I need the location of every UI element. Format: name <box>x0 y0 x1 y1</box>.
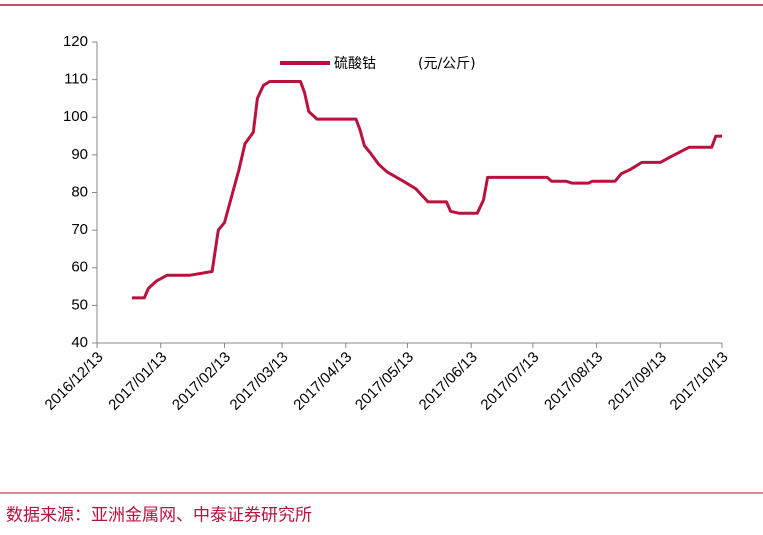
y-tick-label: 100 <box>63 108 88 125</box>
y-tick-label: 70 <box>71 221 88 238</box>
series-line <box>132 80 722 300</box>
x-tick-label: 2017/02/13 <box>169 349 234 414</box>
y-tick-label: 80 <box>71 183 88 200</box>
y-tick-label: 120 <box>63 33 88 50</box>
legend-label: 硫酸钴 <box>334 56 376 72</box>
x-tick-label: 2017/06/13 <box>416 349 481 414</box>
x-tick-label: 2017/03/13 <box>227 349 292 414</box>
source: 数据来源：亚洲金属网、中泰证券研究所 <box>6 506 312 526</box>
x-tick-label: 2017/08/13 <box>541 349 606 414</box>
y-tick-label: 60 <box>71 259 88 276</box>
x-tick-label: 2017/07/13 <box>477 349 542 414</box>
x-tick-label: 2017/10/13 <box>667 349 732 414</box>
x-tick-label: 2017/05/13 <box>352 349 417 414</box>
x-tick-label: 2016/12/13 <box>42 349 107 414</box>
x-tick-label: 2017/04/13 <box>290 349 355 414</box>
y-tick-label: 40 <box>71 334 88 351</box>
y-tick-label: 50 <box>71 296 88 313</box>
x-tick-label: 2017/01/13 <box>105 349 170 414</box>
x-tick-label: 2017/09/13 <box>605 349 670 414</box>
y-tick-label: 110 <box>64 71 88 88</box>
y-tick-label: 90 <box>71 146 88 163</box>
unit-label: (元/公斤) <box>418 56 476 72</box>
